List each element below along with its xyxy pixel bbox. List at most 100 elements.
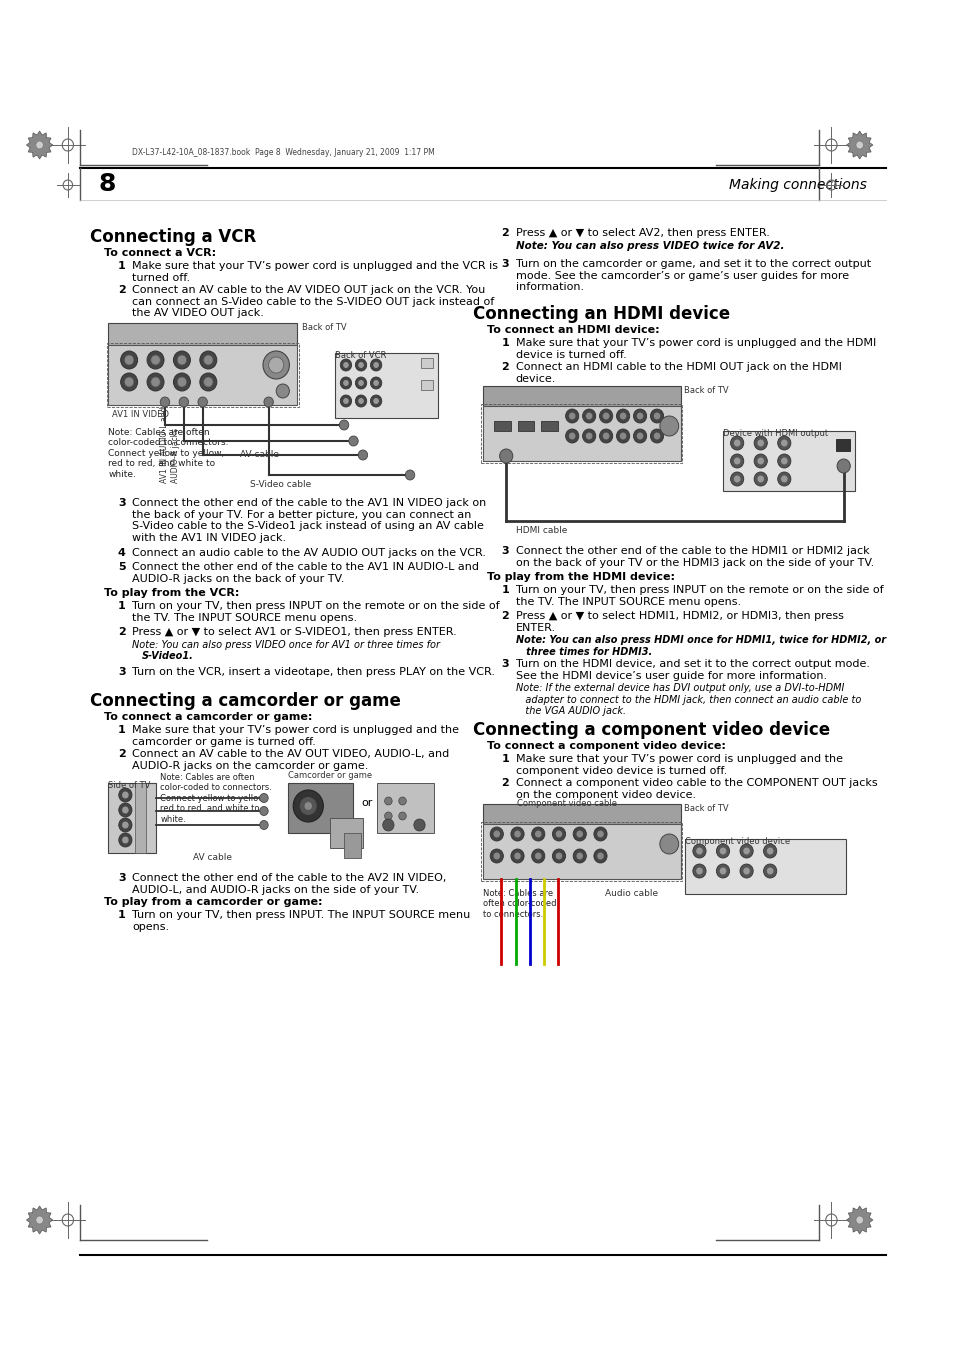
Circle shape xyxy=(777,472,790,486)
Bar xyxy=(482,406,679,414)
Circle shape xyxy=(757,458,763,464)
Circle shape xyxy=(659,416,678,436)
Circle shape xyxy=(742,848,749,855)
Circle shape xyxy=(719,848,725,855)
Circle shape xyxy=(120,351,137,369)
Bar xyxy=(835,439,849,451)
Text: Audio cable: Audio cable xyxy=(604,890,658,898)
Text: S-Video1.: S-Video1. xyxy=(141,651,193,661)
Text: Turn on your TV, then press INPUT. The INPUT SOURCE menu
opens.: Turn on your TV, then press INPUT. The I… xyxy=(132,910,470,932)
Circle shape xyxy=(173,373,191,391)
Polygon shape xyxy=(845,1206,872,1234)
Circle shape xyxy=(349,436,357,446)
Text: 8: 8 xyxy=(99,171,116,196)
Text: 2: 2 xyxy=(118,749,126,759)
Circle shape xyxy=(384,796,392,805)
Polygon shape xyxy=(27,131,52,159)
Circle shape xyxy=(602,413,609,420)
Text: Camcorder or game: Camcorder or game xyxy=(287,771,372,780)
Circle shape xyxy=(766,868,773,875)
Circle shape xyxy=(490,828,503,841)
Circle shape xyxy=(151,377,160,387)
Circle shape xyxy=(355,377,366,389)
Bar xyxy=(109,323,296,346)
Bar xyxy=(482,824,679,879)
Circle shape xyxy=(122,806,129,814)
Circle shape xyxy=(585,413,592,420)
Circle shape xyxy=(781,475,787,482)
Circle shape xyxy=(716,844,729,859)
Circle shape xyxy=(573,828,586,841)
Circle shape xyxy=(636,413,642,420)
Circle shape xyxy=(619,432,626,440)
Circle shape xyxy=(373,362,378,369)
Circle shape xyxy=(740,844,753,859)
Text: Connect the other end of the cable to the HDMI1 or HDMI2 jack
on the back of you: Connect the other end of the cable to th… xyxy=(515,545,873,567)
Circle shape xyxy=(730,436,743,450)
Circle shape xyxy=(619,413,626,420)
Circle shape xyxy=(499,450,513,463)
Circle shape xyxy=(124,377,133,387)
Circle shape xyxy=(696,848,702,855)
Text: Press ▲ or ▼ to select AV1 or S-VIDEO1, then press ENTER.: Press ▲ or ▼ to select AV1 or S-VIDEO1, … xyxy=(132,626,456,637)
Text: 1: 1 xyxy=(501,585,509,595)
Circle shape xyxy=(535,852,541,860)
Text: 2: 2 xyxy=(501,362,509,373)
Circle shape xyxy=(343,379,349,386)
Bar xyxy=(480,822,681,882)
Text: Note: If the external device has DVI output only, use a DVI-to-HDMI
   adapter t: Note: If the external device has DVI out… xyxy=(515,683,861,717)
Text: 1: 1 xyxy=(118,910,126,919)
Text: To connect an HDMI device:: To connect an HDMI device: xyxy=(487,325,659,335)
Circle shape xyxy=(633,409,646,423)
Bar xyxy=(335,352,437,418)
Text: AV1 IN VIDEO: AV1 IN VIDEO xyxy=(112,410,169,418)
Bar xyxy=(344,833,360,859)
Circle shape xyxy=(384,811,392,819)
Circle shape xyxy=(633,429,646,443)
Bar xyxy=(109,346,296,405)
Text: 1: 1 xyxy=(501,338,509,348)
Text: 3: 3 xyxy=(501,545,509,556)
Circle shape xyxy=(576,852,582,860)
Circle shape xyxy=(198,397,207,406)
Text: Connect an AV cable to the AV VIDEO OUT jack on the VCR. You
can connect an S-Vi: Connect an AV cable to the AV VIDEO OUT … xyxy=(132,285,494,319)
Text: Turn on the camcorder or game, and set it to the correct output
mode. See the ca: Turn on the camcorder or game, and set i… xyxy=(515,259,870,292)
Circle shape xyxy=(177,355,187,364)
Circle shape xyxy=(733,475,740,482)
Circle shape xyxy=(594,828,606,841)
Circle shape xyxy=(576,830,582,837)
Circle shape xyxy=(340,359,352,371)
Text: 3: 3 xyxy=(118,498,126,508)
Circle shape xyxy=(122,791,129,798)
Text: 2: 2 xyxy=(501,612,509,621)
Circle shape xyxy=(719,868,725,875)
Text: 1: 1 xyxy=(118,261,126,271)
Circle shape xyxy=(36,140,43,148)
Text: DX-L37-L42-10A_08-1837.book  Page 8  Wednesday, January 21, 2009  1:17 PM: DX-L37-L42-10A_08-1837.book Page 8 Wedne… xyxy=(132,148,435,157)
Circle shape xyxy=(122,822,129,829)
Bar xyxy=(421,379,433,390)
Circle shape xyxy=(552,828,565,841)
Circle shape xyxy=(373,398,378,404)
Bar xyxy=(109,346,296,352)
Circle shape xyxy=(398,811,406,819)
Circle shape xyxy=(740,864,753,878)
Text: Back of TV: Back of TV xyxy=(683,805,728,813)
Text: To connect a VCR:: To connect a VCR: xyxy=(104,248,215,258)
Text: Side of TV: Side of TV xyxy=(109,782,151,790)
Text: Device with HDMI output: Device with HDMI output xyxy=(722,429,827,437)
Text: Connect an AV cable to the AV OUT VIDEO, AUDIO-L, and
AUDIO-R jacks on the camco: Connect an AV cable to the AV OUT VIDEO,… xyxy=(132,749,449,771)
Text: Connect an HDMI cable to the HDMI OUT jack on the HDMI
device.: Connect an HDMI cable to the HDMI OUT ja… xyxy=(515,362,841,383)
Circle shape xyxy=(269,356,283,373)
Circle shape xyxy=(259,806,268,815)
Text: Note: Cables are
often color-coded
to connectors.: Note: Cables are often color-coded to co… xyxy=(482,890,556,919)
Circle shape xyxy=(781,458,787,464)
Circle shape xyxy=(263,351,289,379)
Text: AV cable: AV cable xyxy=(240,450,279,459)
Circle shape xyxy=(742,868,749,875)
Text: 2: 2 xyxy=(501,228,509,238)
Text: To play from the VCR:: To play from the VCR: xyxy=(104,589,239,598)
Circle shape xyxy=(781,440,787,447)
Circle shape xyxy=(120,373,137,391)
Circle shape xyxy=(757,475,763,482)
